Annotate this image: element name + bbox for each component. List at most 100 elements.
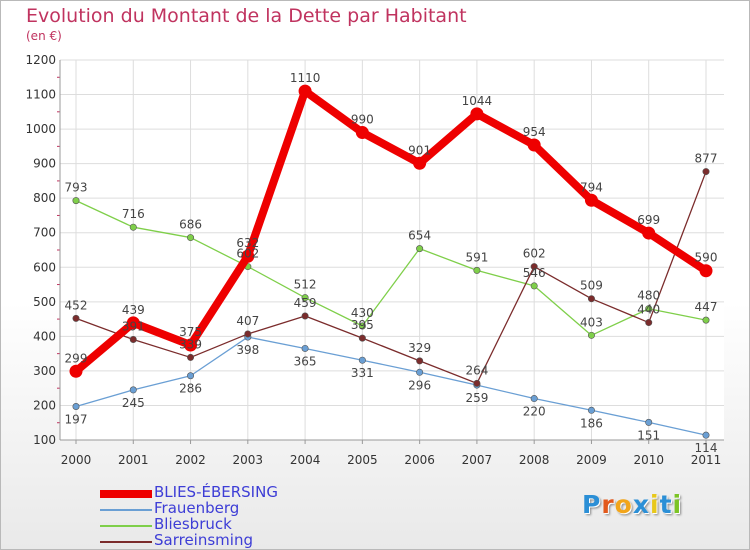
data-label: 286 [179, 382, 202, 396]
series-point-0 [298, 84, 312, 98]
series-point-2 [702, 316, 710, 324]
proxiti-logo: Proxiti [582, 490, 682, 519]
x-tick-label: 2010 [633, 453, 664, 467]
series-point-2 [358, 322, 366, 330]
series-point-0 [470, 107, 484, 121]
data-label: 264 [465, 363, 488, 377]
series-point-3 [129, 335, 137, 343]
data-label: 245 [122, 396, 145, 410]
series-point-1 [702, 431, 710, 439]
x-tick-label: 2004 [290, 453, 321, 467]
data-label: 439 [122, 303, 145, 317]
data-label: 296 [408, 378, 431, 392]
data-label: 1110 [290, 71, 321, 85]
logo-letter: x [632, 490, 650, 519]
series-point-1 [530, 395, 538, 403]
x-tick-label: 2001 [118, 453, 149, 467]
legend-swatch [100, 490, 152, 498]
series-point-0 [184, 338, 198, 352]
data-label: 329 [408, 341, 431, 355]
data-label: 395 [351, 318, 374, 332]
data-label: 602 [236, 247, 259, 261]
series-point-2 [473, 266, 481, 274]
data-label: 398 [236, 343, 259, 357]
data-label: 1044 [462, 94, 493, 108]
x-tick-label: 2000 [61, 453, 92, 467]
y-tick-label: 300 [33, 364, 56, 378]
x-tick-label: 2009 [576, 453, 607, 467]
chart-title: Evolution du Montant de la Dette par Hab… [26, 5, 467, 27]
data-label: 220 [523, 405, 546, 419]
legend-label: Bliesbruck [154, 515, 232, 533]
data-label: 509 [580, 279, 603, 293]
data-label: 632 [236, 236, 259, 250]
data-label: 186 [580, 416, 603, 430]
grid-layer [60, 59, 724, 441]
data-label: 447 [695, 300, 718, 314]
data-label: 365 [294, 354, 317, 368]
series-point-1 [645, 418, 653, 426]
data-label: 716 [122, 207, 145, 221]
series-point-1 [416, 368, 424, 376]
series-line-0 [72, 87, 710, 376]
series-point-3 [72, 314, 80, 322]
series-point-3 [530, 263, 538, 271]
y-tick-label: 1000 [25, 122, 56, 136]
logo-letter: i [650, 490, 660, 519]
data-label: 459 [294, 296, 317, 310]
series-point-3 [358, 334, 366, 342]
y-tick-label: 600 [33, 260, 56, 274]
series-point-3 [301, 312, 309, 320]
logo-letter: o [614, 490, 633, 519]
y-tick-label: 200 [33, 398, 56, 412]
y-tick-label: 800 [33, 191, 56, 205]
series-point-0 [527, 138, 541, 152]
legend-swatch [100, 525, 152, 527]
series-point-1 [72, 402, 80, 410]
series-point-2 [416, 245, 424, 253]
y-tick-label: 100 [33, 433, 56, 447]
series-point-2 [187, 234, 195, 242]
series-point-0 [126, 316, 140, 330]
series-point-2 [129, 223, 137, 231]
logo-letter: i [672, 490, 683, 519]
series-point-0 [642, 226, 656, 240]
data-label: 375 [179, 325, 202, 339]
series-point-0 [413, 156, 427, 170]
legend-label: BLIES-ÉBERSING [154, 483, 278, 501]
series-point-2 [530, 282, 538, 290]
series-point-2 [301, 294, 309, 302]
data-label: 339 [179, 337, 202, 351]
data-label: 794 [580, 180, 603, 194]
logo-letter: P [582, 490, 602, 519]
plot-area [60, 60, 724, 440]
series-point-2 [72, 197, 80, 205]
data-label: 403 [580, 315, 603, 329]
data-label: 901 [408, 143, 431, 157]
data-label: 654 [408, 229, 431, 243]
series-point-1 [358, 356, 366, 364]
x-tick-label: 2005 [347, 453, 378, 467]
data-label: 114 [695, 441, 718, 455]
series-line-1 [75, 336, 707, 436]
series-point-2 [587, 331, 595, 339]
x-tick-label: 2007 [462, 453, 493, 467]
data-label: 440 [637, 303, 660, 317]
y-tick-label: 400 [33, 329, 56, 343]
data-label: 331 [351, 366, 374, 380]
series-point-0 [699, 264, 713, 278]
series-point-1 [301, 344, 309, 352]
y-tick-label: 900 [33, 157, 56, 171]
y-tick-label: 1200 [25, 53, 56, 67]
data-label: 699 [637, 213, 660, 227]
series-point-3 [473, 379, 481, 387]
series-point-2 [645, 305, 653, 313]
legend-swatch [100, 509, 152, 511]
data-label: 259 [465, 391, 488, 405]
data-label: 430 [351, 306, 374, 320]
data-label: 546 [523, 266, 546, 280]
data-label: 391 [122, 319, 145, 333]
x-tick-label: 2006 [404, 453, 435, 467]
data-label: 480 [637, 289, 660, 303]
